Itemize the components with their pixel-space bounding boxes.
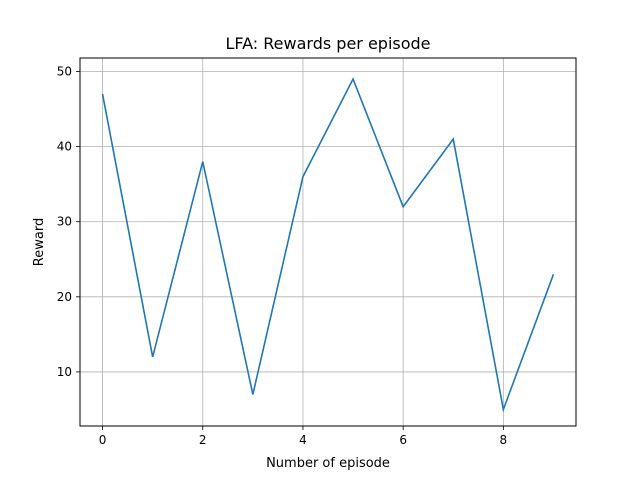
x-tick-label: 0 [99, 433, 107, 447]
y-tick-label: 30 [57, 215, 72, 229]
y-tick-label: 20 [57, 290, 72, 304]
y-tick-label: 40 [57, 140, 72, 154]
series-layer [101, 77, 555, 413]
y-tick-label: 10 [57, 365, 72, 379]
y-tick-label: 50 [57, 65, 72, 79]
x-tick-label: 2 [199, 433, 207, 447]
x-tick-label: 6 [399, 433, 407, 447]
x-axis-ticks: 0 2 4 6 8 [99, 426, 507, 447]
plot-frame [79, 57, 577, 427]
chart-title: LFA: Rewards per episode [225, 34, 430, 53]
y-axis-label: Reward [32, 218, 47, 266]
y-axis-ticks: 10 20 30 40 50 [57, 65, 80, 379]
x-axis-label: Number of episode [266, 456, 390, 471]
x-tick-label: 8 [500, 433, 508, 447]
series-line [101, 77, 555, 413]
grid-lines [80, 58, 576, 426]
x-tick-label: 4 [299, 433, 307, 447]
